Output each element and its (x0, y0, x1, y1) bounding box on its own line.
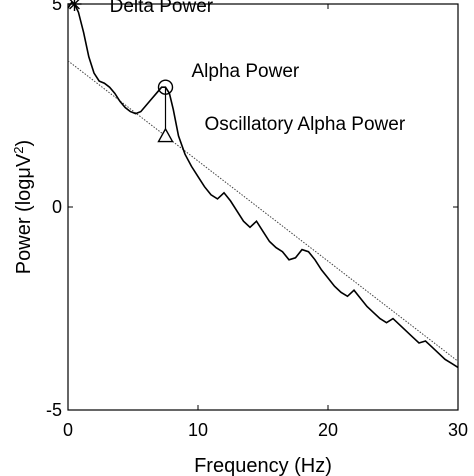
x-tick-label: 20 (318, 420, 338, 440)
oscillatory-alpha-power-marker (157, 127, 174, 143)
annotation-label: Delta Power (110, 0, 214, 17)
alpha-power-marker (157, 79, 174, 95)
x-tick-label: 0 (63, 420, 73, 440)
y-axis-label: Power (logμV2) (11, 140, 36, 274)
x-axis-label: Frequency (Hz) (194, 455, 332, 476)
x-tick-label: 10 (188, 420, 208, 440)
delta-power-marker (67, 0, 82, 11)
y-tick-label: 5 (52, 0, 62, 14)
spectrum-line (67, 0, 459, 369)
annotation-label: Oscillatory Alpha Power (205, 114, 406, 135)
fit-line (67, 60, 459, 362)
y-tick-label: 0 (52, 197, 62, 217)
annotation-label: Alpha Power (192, 61, 300, 82)
x-tick-label: 30 (448, 420, 468, 440)
y-tick-label: -5 (46, 400, 62, 420)
